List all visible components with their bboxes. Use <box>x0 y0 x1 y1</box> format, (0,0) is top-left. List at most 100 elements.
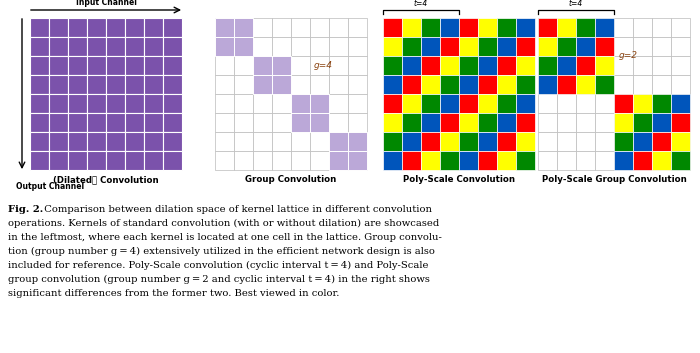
Bar <box>671 151 690 170</box>
Bar <box>633 132 652 151</box>
Bar <box>557 94 576 113</box>
Bar <box>383 18 402 37</box>
Bar <box>383 113 402 132</box>
Bar <box>421 56 440 75</box>
Text: Output Channel: Output Channel <box>16 182 84 191</box>
Bar <box>234 18 253 37</box>
Bar <box>383 94 402 113</box>
Bar <box>125 113 144 132</box>
Bar <box>576 113 595 132</box>
Bar <box>215 151 234 170</box>
Bar <box>538 151 557 170</box>
Bar <box>163 113 182 132</box>
Bar <box>440 94 459 113</box>
Bar <box>614 37 633 56</box>
Bar <box>272 94 291 113</box>
Bar <box>538 75 557 94</box>
Bar <box>671 94 690 113</box>
Bar <box>497 113 516 132</box>
Bar <box>440 37 459 56</box>
Bar <box>215 132 234 151</box>
Bar <box>478 151 497 170</box>
Bar <box>144 94 163 113</box>
Bar <box>538 132 557 151</box>
Bar <box>215 94 234 113</box>
Bar <box>253 132 272 151</box>
Bar <box>291 75 310 94</box>
Bar <box>144 18 163 37</box>
Bar <box>516 151 535 170</box>
Bar <box>87 151 106 170</box>
Bar <box>49 37 68 56</box>
Bar <box>87 94 106 113</box>
Bar <box>652 151 671 170</box>
Bar <box>478 56 497 75</box>
Bar <box>253 75 272 94</box>
Bar <box>348 151 367 170</box>
Bar <box>272 56 291 75</box>
Bar <box>595 56 614 75</box>
Bar <box>459 113 478 132</box>
Bar <box>329 132 348 151</box>
Bar <box>329 94 348 113</box>
Bar <box>516 18 535 37</box>
Bar <box>68 113 87 132</box>
Bar <box>402 94 421 113</box>
Bar <box>595 56 614 75</box>
Bar <box>68 75 87 94</box>
Bar <box>310 132 329 151</box>
Bar <box>163 18 182 37</box>
Bar <box>163 75 182 94</box>
Bar <box>576 37 595 56</box>
Bar <box>538 37 557 56</box>
Bar <box>68 18 87 37</box>
Bar <box>125 37 144 56</box>
Text: in the leftmost, where each kernel is located at one cell in the lattice. Group : in the leftmost, where each kernel is lo… <box>8 233 442 242</box>
Bar <box>633 113 652 132</box>
Bar <box>402 18 421 37</box>
Bar <box>253 56 272 75</box>
Bar <box>538 37 557 56</box>
Bar <box>106 151 125 170</box>
Bar <box>576 18 595 37</box>
Bar <box>497 37 516 56</box>
Bar <box>272 56 291 75</box>
Bar <box>163 151 182 170</box>
Text: group convolution (group number g = 2 and cyclic interval t = 4) in the right sh: group convolution (group number g = 2 an… <box>8 275 430 284</box>
Bar <box>348 132 367 151</box>
Text: tion (group number g = 4) extensively utilized in the efficient network design i: tion (group number g = 4) extensively ut… <box>8 247 435 256</box>
Bar <box>348 132 367 151</box>
Bar <box>234 18 253 37</box>
Bar <box>402 56 421 75</box>
Bar <box>671 113 690 132</box>
Bar <box>348 18 367 37</box>
Bar <box>652 37 671 56</box>
Bar <box>234 132 253 151</box>
Bar <box>402 132 421 151</box>
Bar <box>459 56 478 75</box>
Bar <box>516 37 535 56</box>
Bar <box>652 113 671 132</box>
Bar <box>106 113 125 132</box>
Bar <box>557 113 576 132</box>
Text: Fig. 2.: Fig. 2. <box>8 205 43 214</box>
Bar <box>576 56 595 75</box>
Bar <box>595 37 614 56</box>
Bar <box>459 75 478 94</box>
Bar <box>576 37 595 56</box>
Bar <box>348 56 367 75</box>
Bar <box>652 56 671 75</box>
Bar <box>614 94 633 113</box>
Bar <box>440 56 459 75</box>
Bar <box>595 94 614 113</box>
Bar <box>614 18 633 37</box>
Bar <box>440 132 459 151</box>
Bar <box>310 18 329 37</box>
Text: Group Convolution: Group Convolution <box>246 175 337 184</box>
Bar <box>144 37 163 56</box>
Bar <box>557 37 576 56</box>
Bar <box>497 56 516 75</box>
Bar <box>125 94 144 113</box>
Bar <box>163 132 182 151</box>
Bar <box>576 94 595 113</box>
